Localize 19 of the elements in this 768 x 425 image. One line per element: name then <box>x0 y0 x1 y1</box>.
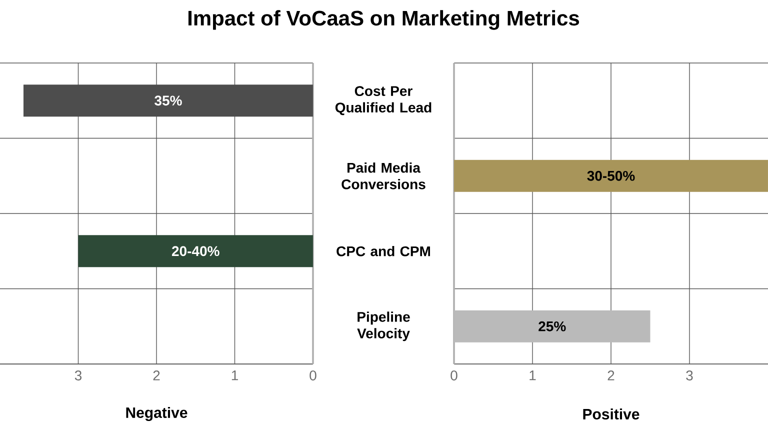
x-axis-title: Negative <box>126 406 188 422</box>
x-axis-title: Positive <box>583 408 640 420</box>
x-tick-label: 1 <box>232 370 238 380</box>
y-tick-label: Cost Per Qualified Lead <box>335 86 432 116</box>
x-tick-label: 1 <box>530 370 536 380</box>
y-tick-label: CPC and CPM <box>336 246 430 256</box>
annotation: 25% <box>538 321 566 332</box>
x-tick-label: 0 <box>450 370 458 380</box>
y-tick-label: Paid Media Conversions <box>342 162 426 190</box>
x-tick-label: 2 <box>608 370 614 380</box>
annotation: 20-40% <box>172 246 220 256</box>
annotation: 30-50% <box>587 170 635 181</box>
x-tick-label: 3 <box>686 370 693 380</box>
y-tick-label: Pipeline Velocity <box>357 312 410 342</box>
x-tick-label: 3 <box>74 370 82 380</box>
x-tick-label: 2 <box>153 370 160 380</box>
x-tick-label: 0 <box>310 370 316 380</box>
annotation: 35% <box>154 96 182 106</box>
text: Impact of VoCaaS on Marketing Metrics <box>188 10 580 30</box>
